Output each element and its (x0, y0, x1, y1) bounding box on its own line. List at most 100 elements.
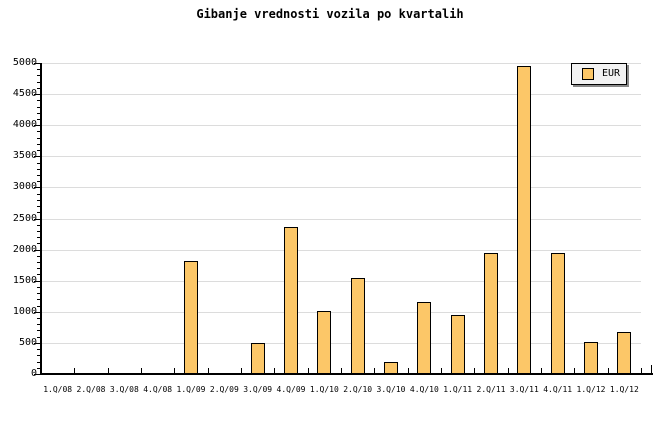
y-tick-minor (37, 143, 41, 145)
y-tick-minor (37, 131, 41, 133)
chart-title: Gibanje vrednosti vozila po kvartalih (196, 7, 464, 21)
y-tick-minor (37, 87, 41, 89)
x-axis-line (40, 373, 653, 375)
y-tick-minor (37, 162, 41, 164)
bar (484, 252, 498, 374)
y-axis-label: 3500 (12, 150, 37, 162)
legend-swatch-eur (582, 68, 594, 80)
x-axis-label: 4.Q/11 (543, 385, 573, 394)
x-axis-label: 1.Q/12 (609, 385, 639, 394)
y-tick-minor (37, 237, 41, 239)
y-tick-minor (37, 230, 41, 232)
y-axis-label: 3000 (12, 181, 37, 193)
x-axis-tick (207, 368, 209, 373)
y-tick-major (34, 342, 41, 344)
y-tick-major (34, 280, 41, 282)
y-tick-major (34, 249, 41, 251)
x-axis-tick (241, 368, 242, 373)
y-axis-label: 4000 (12, 119, 37, 131)
y-tick-minor (37, 206, 41, 208)
x-axis-label: 4.Q/08 (143, 385, 173, 394)
y-tick-minor (37, 168, 41, 170)
x-axis-label: 3.Q/11 (509, 385, 539, 394)
x-axis-tick (541, 368, 542, 373)
y-tick-minor (37, 81, 41, 83)
y-tick-minor (37, 274, 41, 276)
x-axis-label: 3.Q/10 (376, 385, 406, 394)
x-axis-tick (141, 368, 142, 373)
y-axis-label: 500 (18, 336, 37, 348)
y-tick-minor (37, 349, 41, 351)
x-axis-tick (307, 368, 309, 373)
y-tick-minor (37, 75, 41, 77)
bar (517, 66, 532, 374)
y-axis-label: 2500 (12, 212, 37, 224)
bar (350, 277, 365, 374)
y-tick-minor (37, 69, 41, 71)
y-axis-label: 0 (30, 368, 37, 379)
gridline (42, 280, 641, 282)
bar (617, 331, 632, 374)
gridline (42, 94, 641, 96)
y-tick-major (34, 156, 41, 158)
y-tick-major (34, 187, 41, 189)
x-axis-tick (374, 368, 376, 373)
x-axis-label: 4.Q/10 (409, 385, 439, 394)
y-tick-minor (37, 305, 41, 307)
x-axis-label: 1.Q/09 (176, 385, 206, 394)
y-axis-label: 2000 (12, 243, 37, 255)
y-tick-minor (37, 118, 41, 120)
x-axis-tick (174, 368, 176, 373)
x-axis-tick (274, 368, 276, 373)
x-axis-tick (107, 368, 109, 373)
x-axis-tick (74, 368, 76, 373)
x-axis-tick (641, 368, 642, 373)
gridline (42, 125, 641, 127)
y-tick-minor (37, 293, 41, 295)
bar (184, 260, 198, 374)
x-axis-label: 3.Q/09 (243, 385, 273, 394)
legend-label: EUR (602, 68, 621, 79)
y-tick-minor (37, 137, 41, 139)
bar (417, 301, 432, 374)
axis-end-tick (651, 365, 652, 373)
y-tick-minor (37, 330, 41, 332)
x-axis-label: 3.Q/08 (109, 385, 139, 394)
y-tick-major (34, 94, 41, 96)
y-tick-major (34, 374, 41, 375)
bar (550, 252, 565, 374)
x-axis-label: 2.Q/10 (343, 385, 373, 394)
y-axis-label: 5000 (12, 57, 37, 68)
gridline (42, 156, 641, 158)
y-tick-minor (37, 336, 41, 338)
bar (250, 342, 265, 374)
y-tick-minor (37, 100, 41, 102)
y-axis-label: 4500 (12, 88, 37, 100)
gridline (42, 218, 641, 220)
bar (317, 310, 332, 374)
y-tick-minor (37, 243, 41, 245)
y-tick-minor (37, 193, 41, 195)
x-axis-tick (607, 368, 609, 373)
y-axis-label: 1500 (12, 274, 37, 286)
bar (584, 341, 598, 374)
y-tick-minor (37, 255, 41, 257)
y-tick-minor (37, 318, 41, 320)
x-axis-label: 1.Q/11 (443, 385, 473, 394)
x-axis-tick (341, 368, 342, 373)
x-axis-label: 4.Q/09 (276, 385, 306, 394)
x-axis-tick (574, 368, 576, 373)
x-axis-label: 2.Q/11 (476, 385, 506, 394)
y-tick-major (34, 218, 41, 220)
legend-box: EUR (571, 63, 627, 85)
x-axis-label: 2.Q/09 (209, 385, 239, 394)
gridline (42, 249, 641, 251)
y-tick-minor (37, 212, 41, 214)
y-tick-minor (37, 268, 41, 270)
gridline (42, 342, 641, 344)
bar (450, 314, 465, 374)
x-axis-label: 1.Q/10 (309, 385, 339, 394)
gridline (42, 187, 641, 189)
y-tick-minor (37, 324, 41, 326)
bar (284, 227, 298, 374)
